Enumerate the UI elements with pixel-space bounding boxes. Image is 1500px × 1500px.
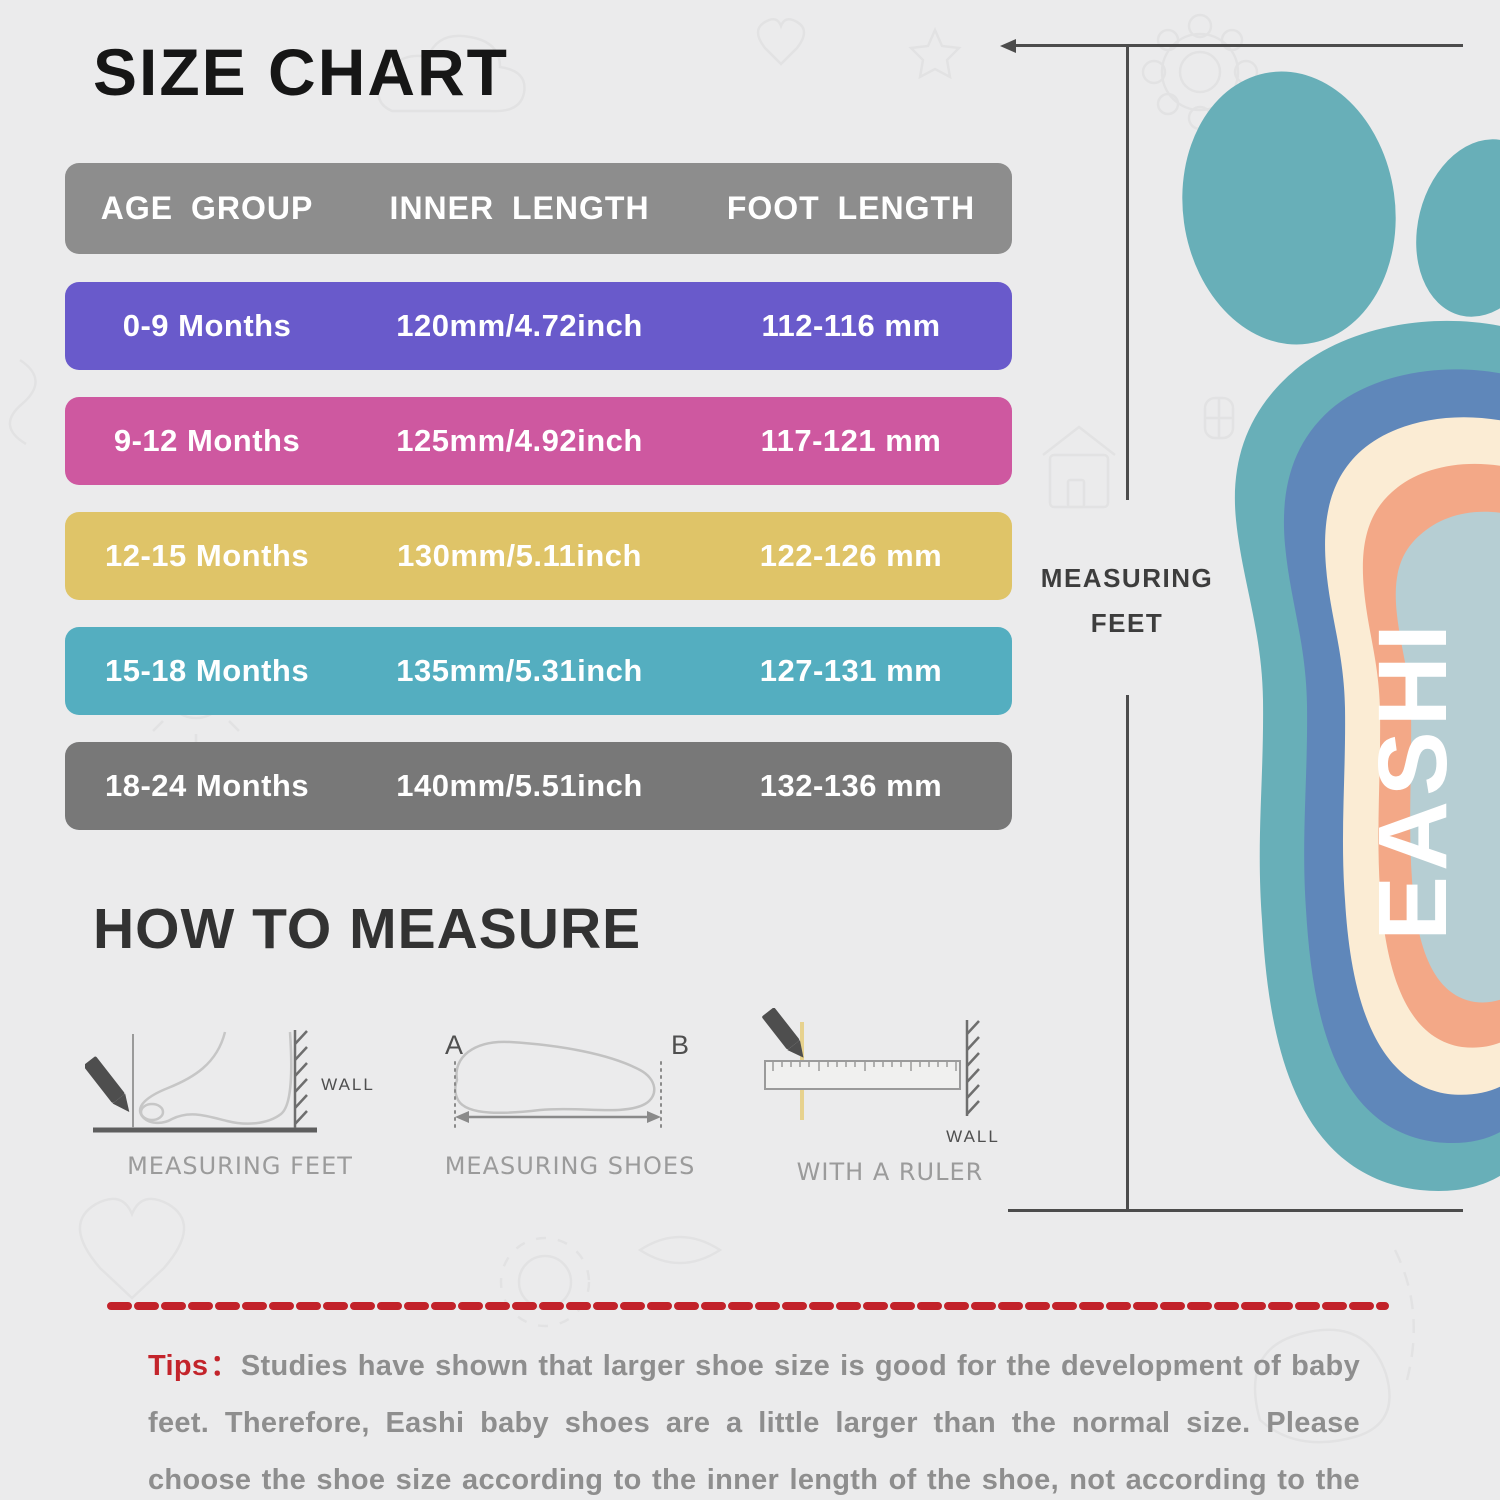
- table-header-row: AGE GROUP INNER LENGTH FOOT LENGTH: [65, 163, 1012, 254]
- dimension-arrow-icon: [455, 1111, 661, 1123]
- brand-wordmark: EASHI: [1358, 619, 1467, 940]
- measuring-feet-side-label-line2: FEET: [1090, 608, 1164, 638]
- foot-length-cell: 122-126 mm: [759, 538, 943, 573]
- small-toe-shape: [1416, 139, 1500, 317]
- measuring-feet-side-label-line1: MEASURING: [1040, 563, 1214, 593]
- age-group-cell: 18-24 Months: [104, 768, 310, 803]
- table-row: 18-24 Months 140mm/5.51inch 132-136 mm: [65, 742, 1012, 830]
- measuring-shoes-diagram: A B: [445, 1030, 689, 1129]
- wall-label: WALL: [946, 1127, 1000, 1146]
- table-row: 9-12 Months 125mm/4.92inch 117-121 mm: [65, 397, 1012, 485]
- inner-length-cell: 130mm/5.11inch: [397, 538, 642, 573]
- foot-outline-icon: [139, 1031, 293, 1125]
- with-a-ruler-caption: WITH A RULER: [796, 1158, 984, 1186]
- table-row: 0-9 Months 120mm/4.72inch 112-116 mm: [65, 282, 1012, 370]
- top-dimension-line: [1008, 44, 1463, 47]
- inner-length-cell: 140mm/5.51inch: [396, 768, 643, 803]
- table-row: 15-18 Months 135mm/5.31inch 127-131 mm: [65, 627, 1012, 715]
- foot-inner: [1395, 511, 1500, 1003]
- inner-length-cell: 135mm/5.31inch: [396, 653, 643, 688]
- header-foot-length: FOOT LENGTH: [726, 190, 976, 226]
- pencil-icon: [85, 1056, 130, 1113]
- foot-length-cell: 117-121 mm: [760, 423, 942, 458]
- measuring-shoes-caption: MEASURING SHOES: [444, 1152, 696, 1180]
- page-title: SIZE CHART: [93, 35, 509, 109]
- wall-hatch-icon: [293, 1030, 308, 1128]
- size-table: AGE GROUP INNER LENGTH FOOT LENGTH 0-9 M…: [65, 163, 1012, 857]
- header-age-group: AGE GROUP: [100, 190, 314, 226]
- vertical-dimension-line-lower: [1126, 695, 1129, 1211]
- tips-divider: [107, 1302, 1389, 1310]
- baby-foot-graphic: EASHI: [1182, 71, 1500, 1191]
- point-b-label: B: [671, 1030, 689, 1060]
- table-row: 12-15 Months 130mm/5.11inch 122-126 mm: [65, 512, 1012, 600]
- wall-label: WALL: [321, 1075, 375, 1094]
- big-toe-shape: [1182, 71, 1396, 345]
- with-a-ruler-diagram: WALL: [762, 1008, 1000, 1146]
- foot-length-cell: 132-136 mm: [759, 768, 943, 803]
- tips-body: Studies have shown that larger shoe size…: [148, 1350, 1360, 1496]
- vertical-dimension-line-upper: [1126, 44, 1129, 500]
- foot-length-cell: 112-116 mm: [761, 308, 941, 343]
- inner-length-cell: 125mm/4.92inch: [396, 423, 643, 458]
- tips-paragraph: Tips：Studies have shown that larger shoe…: [148, 1338, 1360, 1500]
- age-group-cell: 0-9 Months: [122, 308, 292, 343]
- age-group-cell: 12-15 Months: [104, 538, 310, 573]
- header-inner-length: INNER LENGTH: [389, 190, 650, 226]
- tips-label: Tips：: [148, 1350, 241, 1382]
- inner-length-cell: 120mm/4.72inch: [396, 308, 643, 343]
- how-to-measure-heading: HOW TO MEASURE: [93, 897, 642, 961]
- foot-length-cell: 127-131 mm: [759, 653, 943, 688]
- wall-hatch-icon: [965, 1020, 980, 1116]
- age-group-cell: 15-18 Months: [104, 653, 310, 688]
- age-group-cell: 9-12 Months: [113, 423, 301, 458]
- pencil-icon: [762, 1008, 804, 1058]
- shoe-sole-icon: [454, 1040, 656, 1115]
- measuring-feet-caption: MEASURING FEET: [127, 1152, 353, 1180]
- bottom-dimension-line: [1008, 1209, 1463, 1212]
- point-a-label: A: [445, 1030, 463, 1060]
- measuring-feet-diagram: WALL: [85, 1030, 375, 1133]
- ruler-icon: [764, 1060, 961, 1090]
